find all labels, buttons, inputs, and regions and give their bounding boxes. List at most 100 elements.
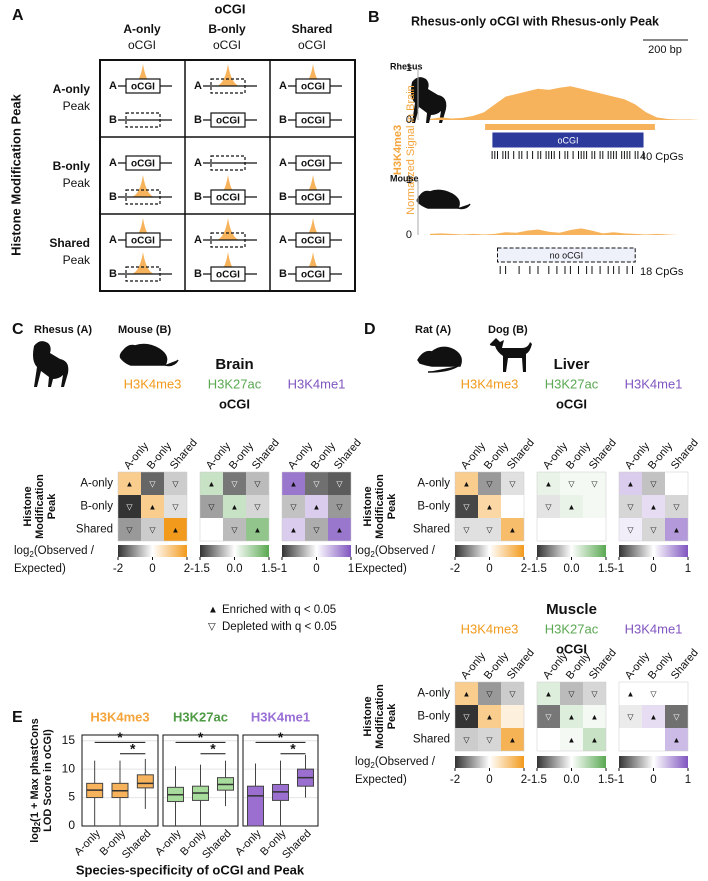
heatmap-cell [665, 472, 688, 495]
cgi-box [295, 155, 331, 171]
heatmap-frame [618, 471, 689, 542]
column-label: Shared [669, 647, 701, 682]
heatmap-cell [455, 472, 478, 495]
significance-symbol: ▲ [627, 690, 635, 699]
heatmap-cell [305, 495, 328, 518]
colorbar-tick-label: 0.0 [227, 563, 243, 575]
colorbar [537, 756, 606, 768]
cgi-box [295, 112, 331, 128]
colorbar-tick-label: -2 [113, 563, 123, 575]
y-tick-label: 0 [406, 114, 412, 126]
species-name: Dog (B) [488, 324, 528, 336]
colorbar-title-part: log [355, 756, 370, 768]
heatmap-cell [560, 495, 583, 518]
significance-symbol: ▲ [231, 503, 239, 512]
colorbar-tick-label: 2 [184, 563, 190, 575]
rat-icon [417, 346, 462, 373]
heatmap-cell [455, 682, 478, 705]
panel-title: Rhesus-only oCGI with Rhesus-only Peak [411, 14, 659, 28]
species-label: A [279, 234, 287, 246]
colorbar-tick-label: -2 [450, 563, 460, 575]
cgi-box [125, 232, 161, 248]
heatmap-cell [537, 705, 560, 728]
heatmap-cell [328, 472, 351, 495]
legend-symbol: ▲ [208, 605, 218, 616]
colorbar-title-part: 2 [370, 761, 375, 770]
mark-name: H3K4me1 [625, 376, 683, 391]
significance-symbol: ▲ [568, 713, 576, 722]
cgi-label: oCGI [131, 82, 155, 93]
significance-symbol: ▽ [172, 480, 179, 489]
tissue-title: Liver [554, 356, 590, 373]
tissue-title: Muscle [546, 601, 597, 618]
y-label: Modification [34, 474, 46, 539]
heatmap-cell [560, 518, 583, 541]
colorbar-title-part: (Observed / [375, 756, 436, 768]
row-label: B-only [417, 711, 450, 723]
significance-label: * [210, 740, 216, 756]
scale-label: 200 bp [648, 44, 682, 56]
row-label: B-only [80, 501, 113, 513]
heatmap-cell [642, 728, 665, 751]
y-label: Histone [362, 696, 374, 736]
species-label: B [194, 268, 202, 280]
heatmap-cell [478, 728, 501, 751]
peak [302, 218, 324, 240]
y-label-group: log2(1 + Max phastCons LOD Score in oCGI) [29, 718, 54, 843]
tissue-title: Brain [215, 356, 253, 373]
significance-symbol: ▽ [254, 480, 261, 489]
colorbar [619, 756, 688, 768]
significance-symbol: ▲ [172, 526, 180, 535]
row-label: A-only [417, 478, 450, 490]
panel-title: H3K4me3 [90, 709, 149, 724]
heatmap-cell [246, 495, 269, 518]
cgi-box [295, 232, 331, 248]
significance-symbol: ▲ [486, 713, 494, 722]
significance-symbol: ▲ [463, 690, 471, 699]
column-label: Shared [250, 437, 282, 472]
x-tick-label: Shared [120, 828, 154, 862]
colorbar [282, 545, 351, 557]
significance-symbol: ▽ [673, 713, 680, 722]
species-label: A [279, 157, 287, 169]
cgi-label: oCGI [216, 193, 240, 204]
significance-symbol: ▽ [509, 480, 516, 489]
colorbar-tick-label: -1.5 [527, 774, 547, 786]
y-label: Histone [22, 486, 34, 526]
rhesus-icon [33, 341, 69, 387]
significance-symbol: ▽ [627, 503, 634, 512]
significance-symbol: ▽ [126, 526, 133, 535]
heatmap-cell [665, 682, 688, 705]
row-header: B-only [53, 159, 91, 173]
dog-icon [489, 338, 532, 372]
colorbar-tick-label: 1.5 [261, 563, 277, 575]
colorbar-title: log2(Observed / [355, 545, 436, 559]
colorbar-tick-label: 2 [521, 774, 527, 786]
heatmap-frame [536, 471, 607, 542]
colorbar-tick-label: 0 [650, 563, 656, 575]
cgi-box [497, 247, 636, 263]
significance-symbol: ▲ [254, 526, 262, 535]
column-title: oCGI [219, 396, 250, 411]
panel-label: E [12, 709, 23, 726]
species-name: Rhesus (A) [34, 324, 92, 336]
significance-symbol: ▽ [313, 526, 320, 535]
significance-symbol: ▲ [650, 503, 658, 512]
y-label-part: log [29, 826, 41, 843]
significance-symbol: ▽ [545, 503, 552, 512]
species-label: B [279, 191, 287, 203]
significance-symbol: ▽ [545, 713, 552, 722]
significance-symbol: ▽ [254, 503, 261, 512]
heatmap-cell [560, 728, 583, 751]
heatmap-cell [455, 728, 478, 751]
column-label: Shared [505, 437, 537, 472]
column-header: oCGI [213, 38, 241, 52]
column-title: oCGI [556, 641, 587, 656]
heatmap-cell [455, 705, 478, 728]
heatmap-cell [164, 495, 187, 518]
x-tick-label: A-only [72, 827, 103, 858]
cgi-box [210, 155, 246, 171]
cgi-label: oCGI [557, 135, 578, 145]
y-tick-label: 0 [406, 229, 412, 241]
y-label: H3K4me3 [392, 125, 404, 175]
